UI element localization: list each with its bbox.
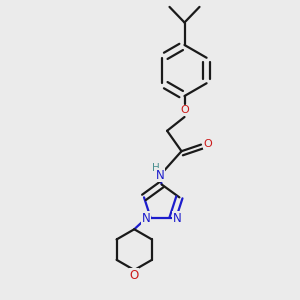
Text: O: O: [180, 105, 189, 116]
Text: H: H: [152, 163, 160, 173]
Text: N: N: [142, 212, 151, 225]
Text: N: N: [173, 212, 182, 225]
Text: O: O: [130, 269, 139, 282]
Text: N: N: [156, 169, 165, 182]
Text: O: O: [203, 139, 212, 149]
